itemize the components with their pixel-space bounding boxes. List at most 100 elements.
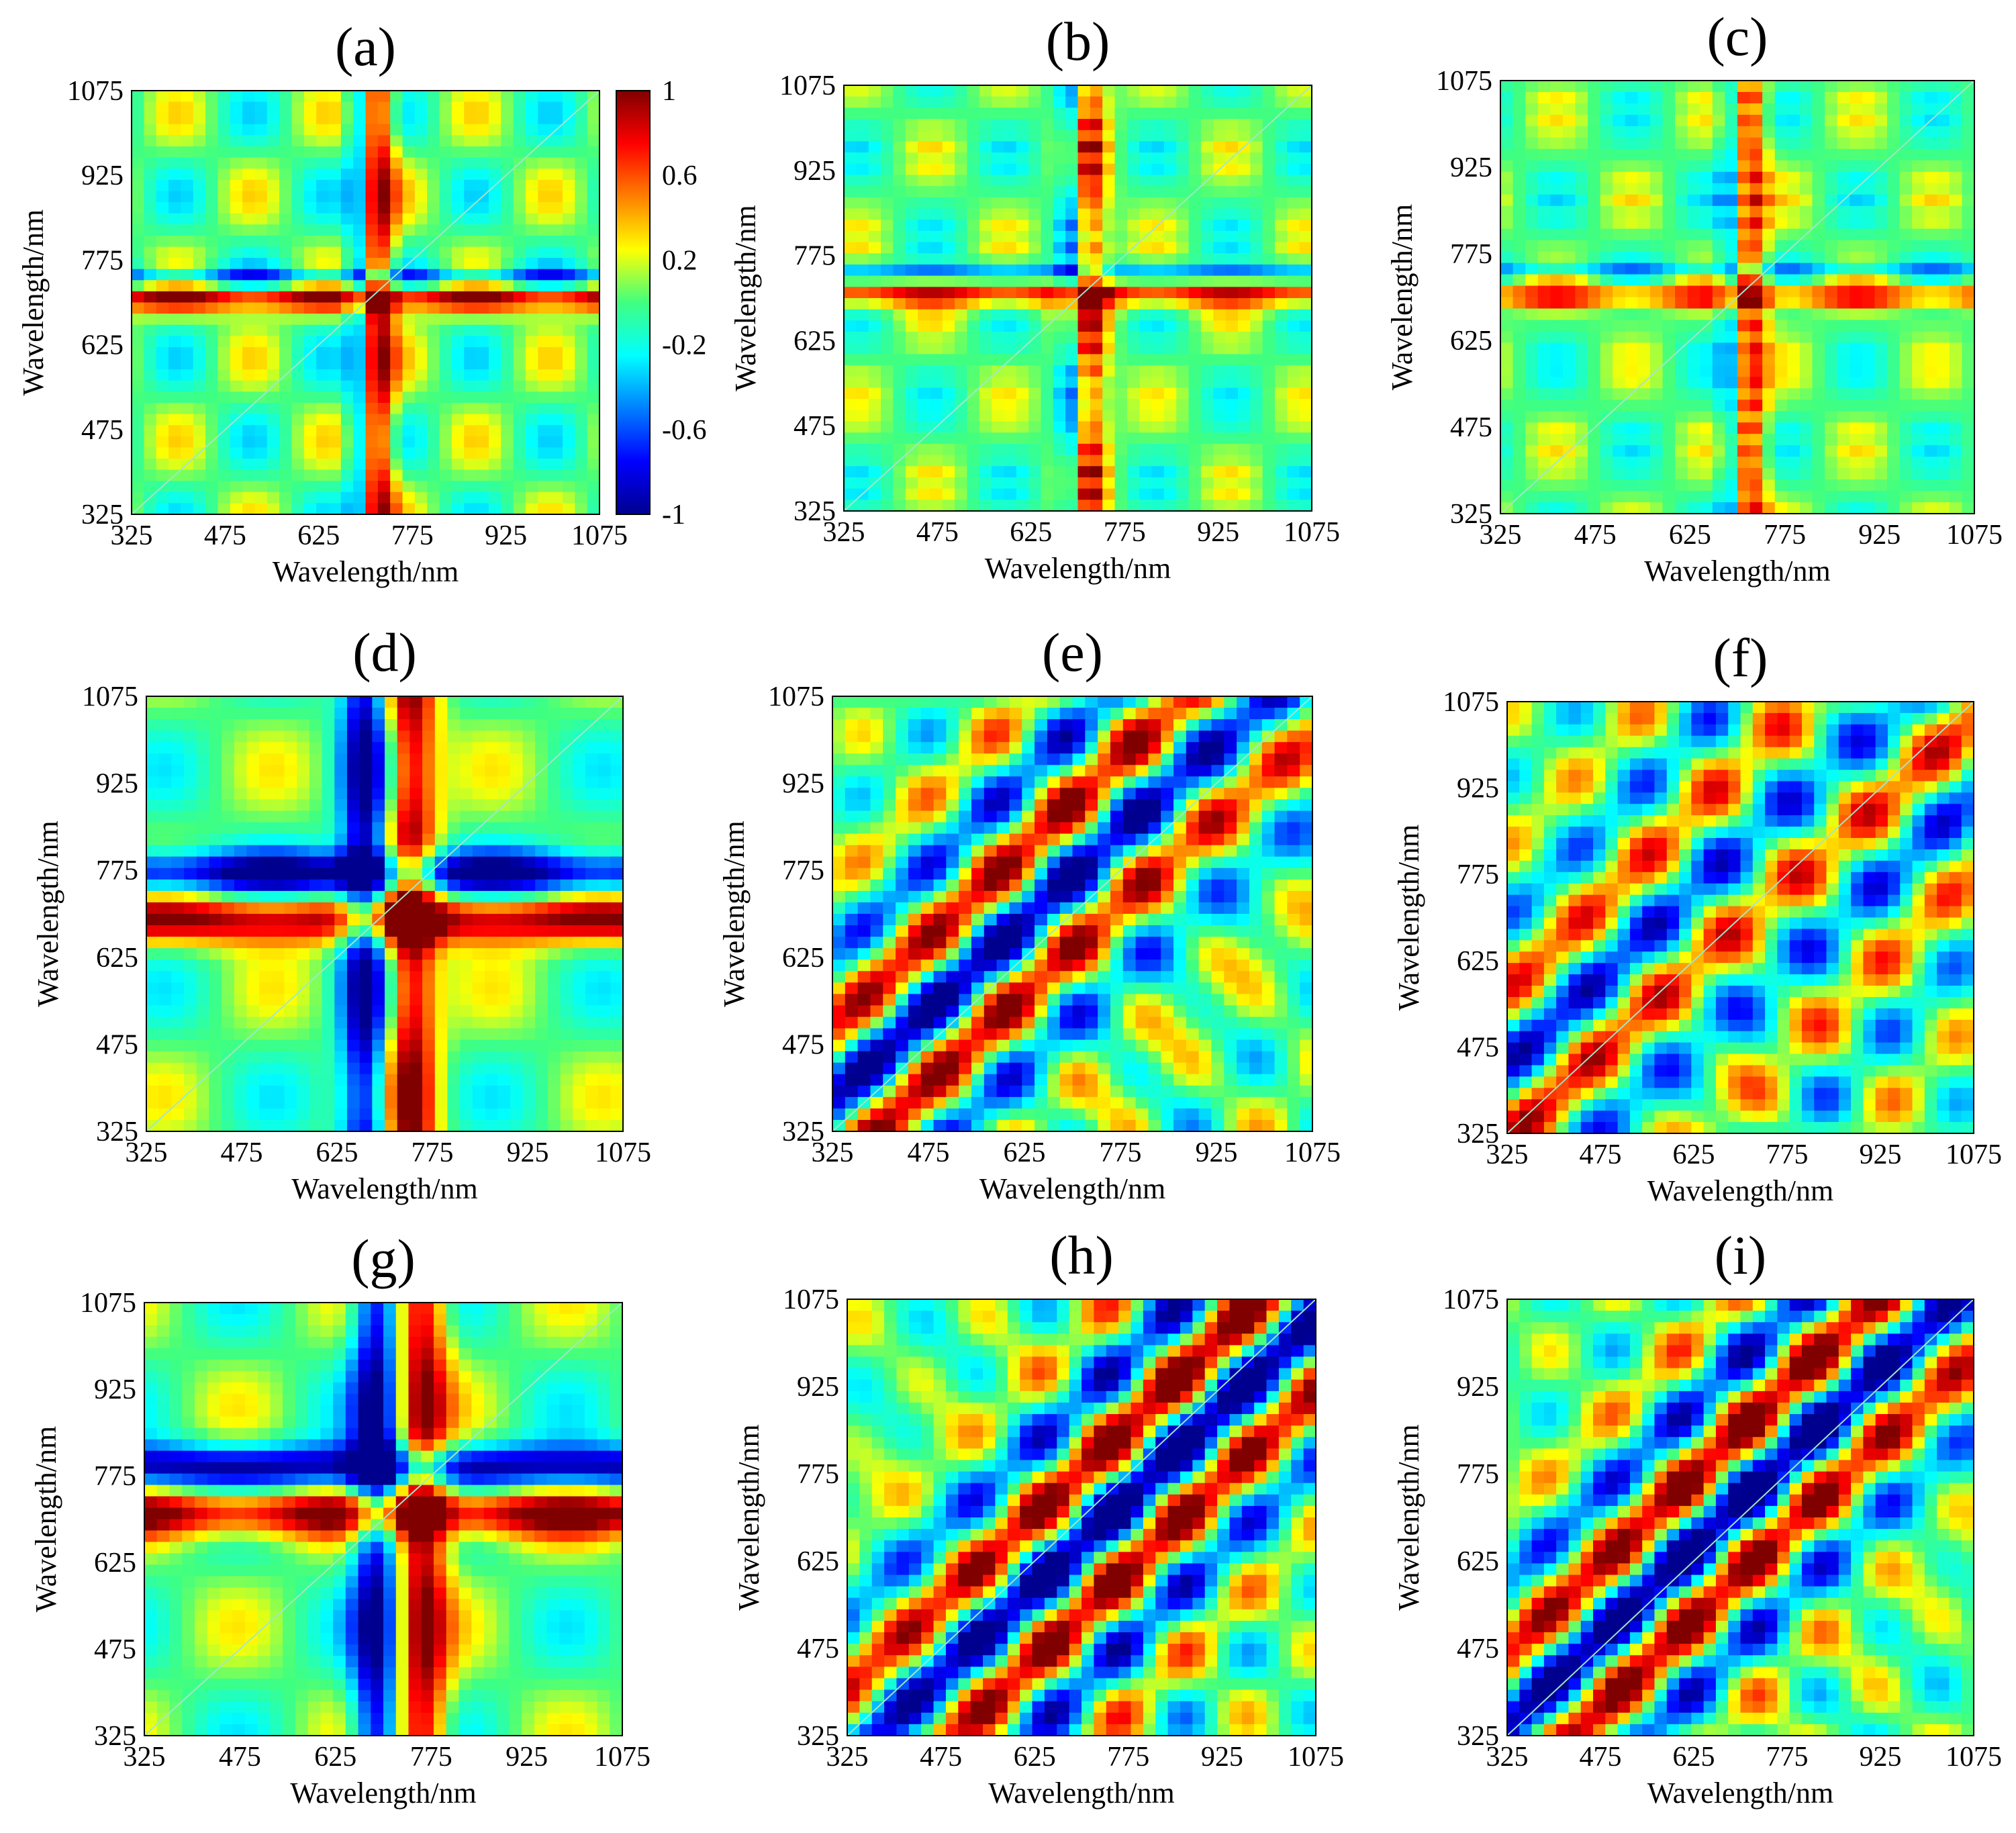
heatmap-cell (222, 867, 235, 880)
heatmap-cell (575, 369, 588, 381)
heatmap-cell (254, 280, 268, 292)
heatmap-cell (1662, 81, 1676, 93)
heatmap-cell (1102, 387, 1116, 399)
heatmap-cell (1899, 251, 1913, 264)
heatmap-cell (303, 224, 317, 236)
heatmap-cell (1613, 126, 1626, 138)
heatmap-cell (1812, 183, 1825, 195)
heatmap-cell (144, 146, 157, 158)
heatmap-cell (1937, 171, 1950, 184)
heatmap-cell (328, 314, 342, 326)
heatmap-cell (1513, 137, 1526, 150)
heatmap-cell (1874, 228, 1888, 241)
heatmap-cell (1090, 186, 1103, 198)
heatmap-cell (1016, 96, 1029, 108)
heatmap-cell (234, 856, 248, 869)
heatmap-cell (181, 503, 194, 515)
heatmap-cell (538, 436, 551, 448)
heatmap-cell (1912, 240, 1925, 252)
heatmap-cell (1600, 342, 1613, 355)
heatmap-cell (1812, 285, 1825, 298)
heatmap-cell (230, 179, 243, 192)
heatmap-cell (856, 466, 869, 478)
heatmap-cell (158, 845, 172, 857)
heatmap-cell (259, 799, 273, 812)
heatmap-cell (334, 696, 348, 708)
heatmap-cell (1675, 434, 1688, 446)
heatmap-cell (1274, 208, 1288, 220)
heatmap-cell (1675, 114, 1688, 127)
heatmap-cell (488, 269, 501, 281)
heatmap-cell (905, 466, 918, 478)
heatmap-cell (1924, 491, 1937, 503)
heatmap-cell (1102, 298, 1116, 310)
heatmap-cell (1299, 365, 1312, 377)
heatmap-cell (1004, 96, 1017, 108)
heatmap-cell (316, 224, 330, 236)
heatmap-cell (497, 776, 511, 789)
heatmap-cell (1837, 148, 1850, 161)
heatmap-cell (464, 191, 477, 203)
heatmap-cell (1712, 228, 1726, 241)
heatmap-cell (414, 458, 428, 471)
heatmap-cell (410, 719, 423, 731)
heatmap-cell (246, 810, 260, 823)
heatmap-cell (501, 369, 514, 381)
heatmap-cell (485, 867, 498, 880)
heatmap-cell (322, 856, 335, 869)
heatmap-cell (1016, 455, 1029, 467)
heatmap-cell (979, 500, 992, 512)
heatmap-cell (1004, 275, 1017, 287)
heatmap-cell (868, 309, 881, 321)
heatmap-cell (522, 765, 536, 777)
heatmap-cell (1102, 432, 1116, 444)
heatmap-cell (271, 833, 285, 846)
heatmap-cell (254, 380, 268, 392)
heatmap-cell (397, 696, 410, 708)
heatmap-cell (156, 135, 169, 147)
heatmap-cell (1250, 208, 1263, 220)
heatmap-cell (1712, 354, 1726, 366)
heatmap-cell (1053, 387, 1066, 399)
heatmap-cell (497, 742, 511, 754)
heatmap-cell (1537, 308, 1551, 321)
heatmap-cell (497, 708, 511, 720)
heatmap-cell (439, 169, 452, 181)
heatmap-cell (930, 230, 943, 243)
heatmap-cell (1787, 171, 1801, 184)
heatmap-cell (1874, 274, 1888, 287)
heatmap-cell (1041, 399, 1054, 411)
heatmap-cell (144, 124, 157, 136)
heatmap-cell (1949, 205, 1963, 218)
heatmap-cell (1028, 220, 1042, 232)
heatmap-cell (1912, 468, 1925, 480)
heatmap-cell (1862, 285, 1875, 298)
heatmap-cell (309, 708, 323, 720)
heatmap-cell (844, 242, 857, 254)
heatmap-cell (1537, 434, 1551, 446)
heatmap-cell (385, 822, 398, 835)
heatmap-cell (1712, 126, 1726, 138)
heatmap-cell (1262, 455, 1276, 467)
heatmap-cell (1237, 455, 1251, 467)
heatmap-cell (955, 107, 968, 120)
heatmap-cell (1028, 354, 1042, 366)
heatmap-cell (513, 380, 526, 392)
heatmap-cell (562, 169, 575, 181)
heatmap-cell (1065, 242, 1079, 254)
heatmap-cell (156, 202, 169, 214)
heatmap-cell (1287, 253, 1300, 265)
heatmap-cell (1041, 130, 1054, 142)
heatmap-cell (1837, 274, 1850, 287)
heatmap-cell (1675, 320, 1688, 332)
heatmap-cell (209, 696, 222, 708)
heatmap-cell (881, 208, 894, 220)
heatmap-cell (1712, 137, 1726, 150)
heatmap-cell (1225, 253, 1239, 265)
heatmap-cell (1675, 468, 1688, 480)
heatmap-cell (1649, 308, 1664, 321)
heatmap-cell (550, 269, 563, 281)
heatmap-cell (1200, 342, 1214, 355)
heatmap-cell (575, 414, 588, 426)
heatmap-cell (1525, 411, 1539, 423)
